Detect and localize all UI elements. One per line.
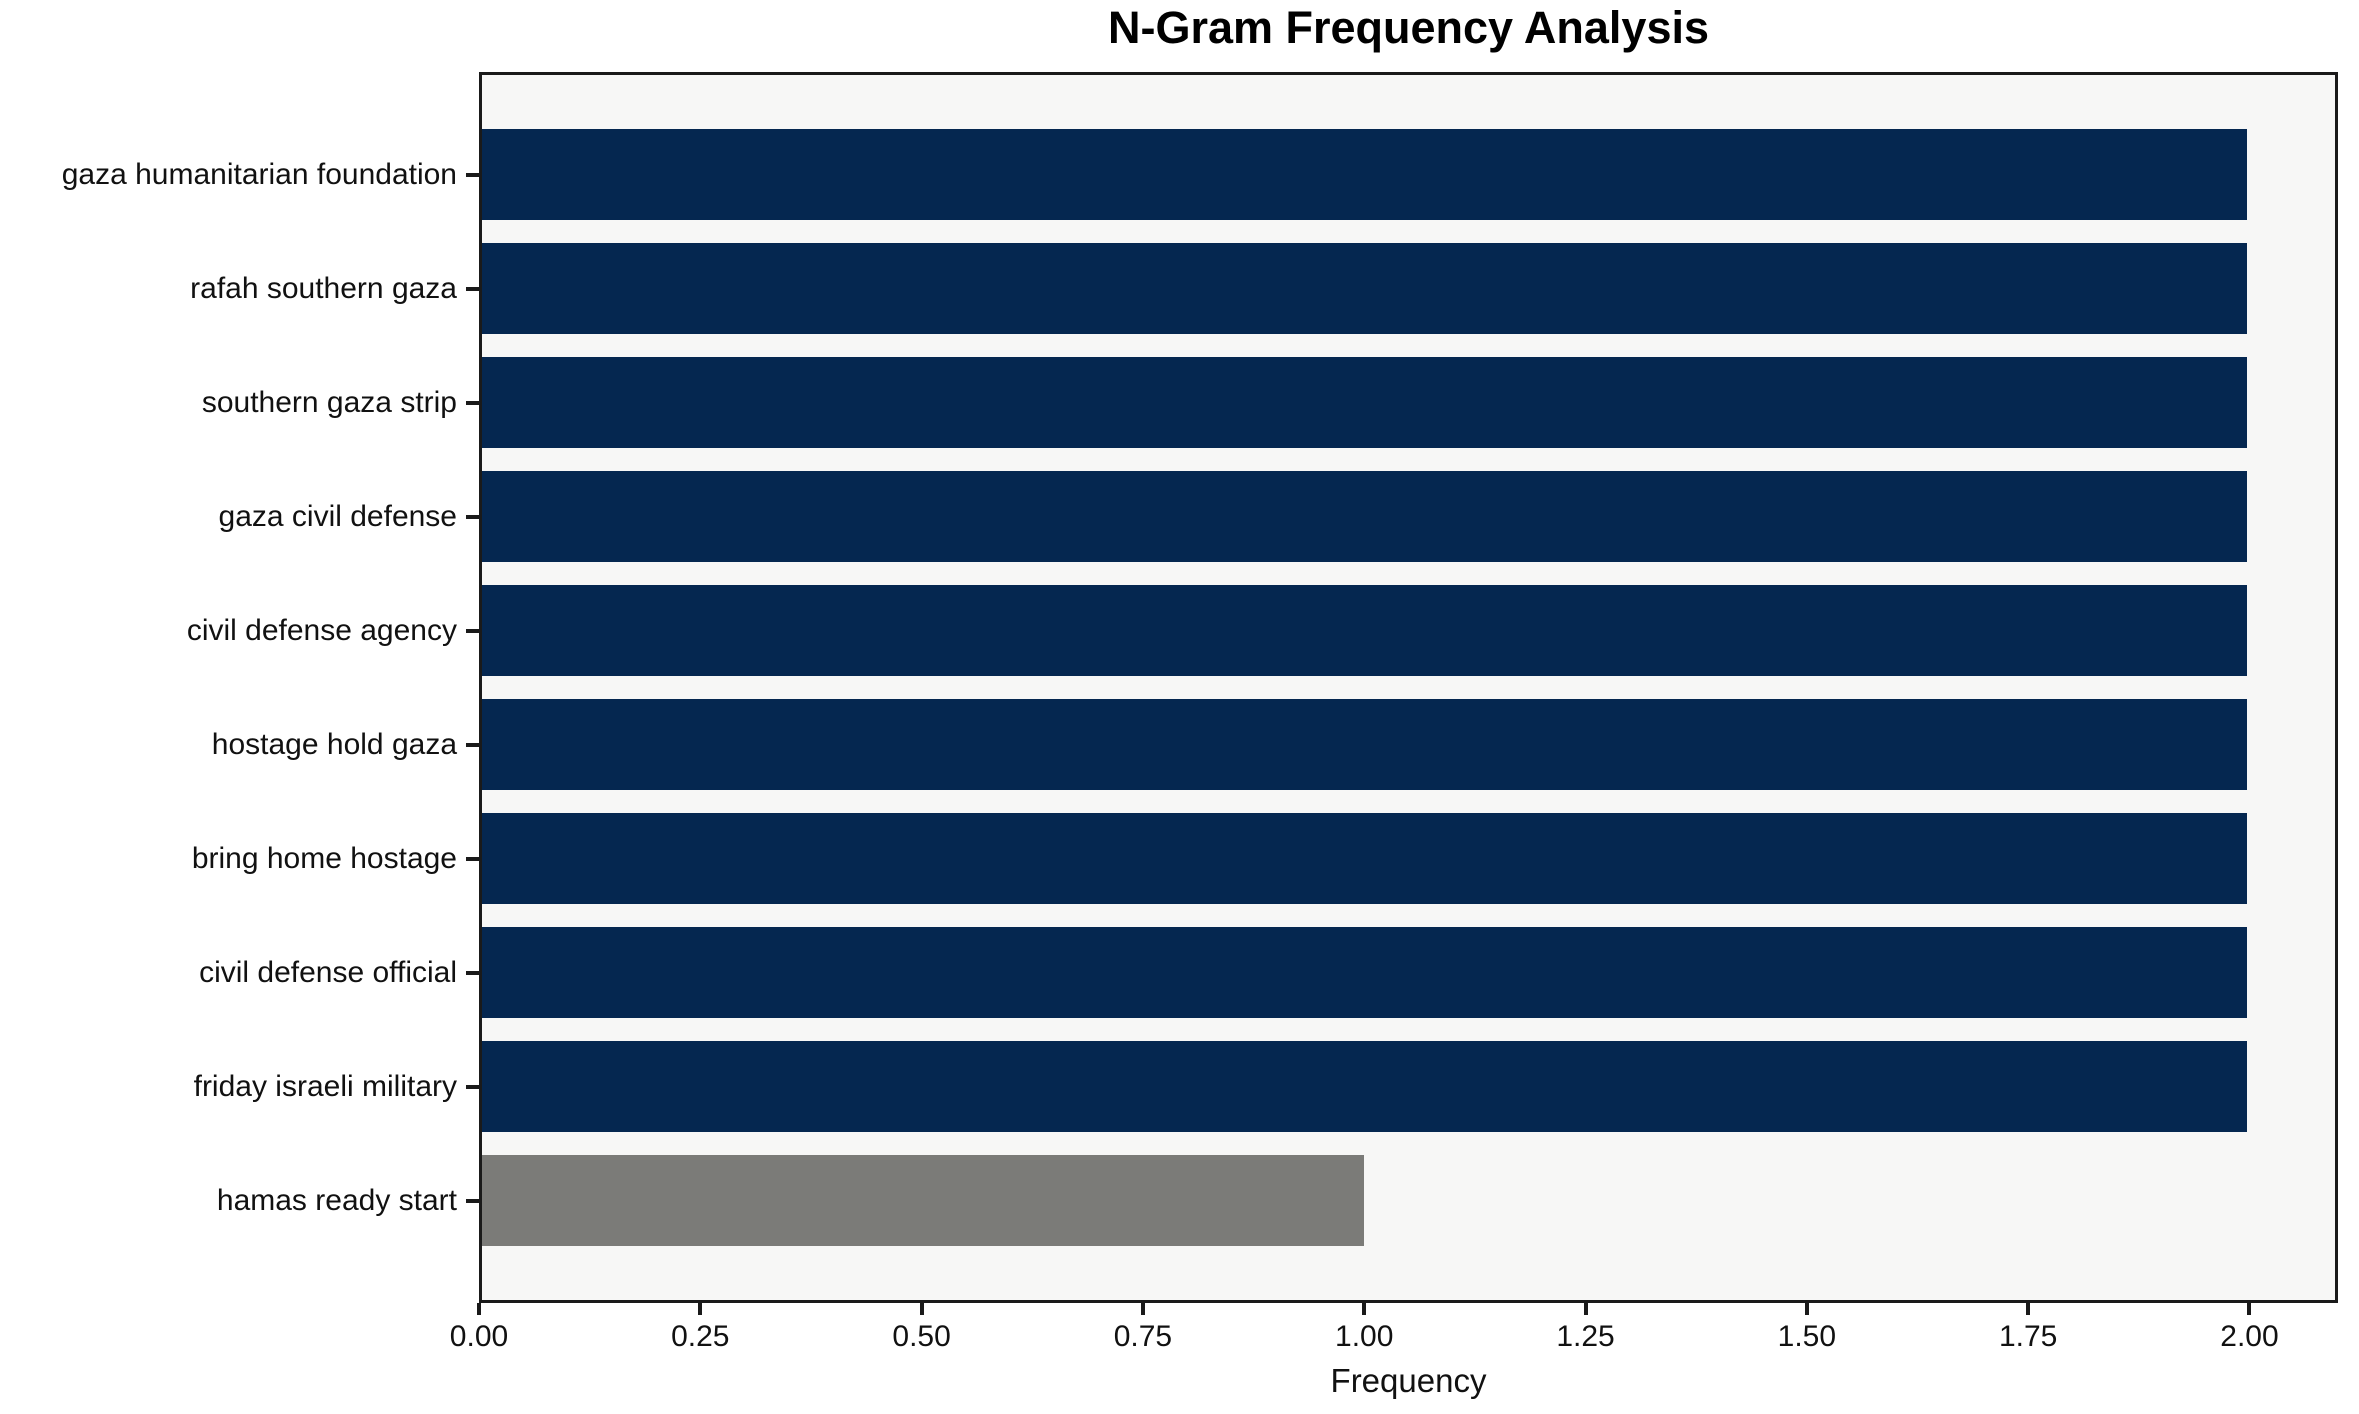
plot-area: gaza humanitarian foundation rafah southe…: [62, 72, 2338, 1303]
bar-row: bring home hostage: [192, 813, 2335, 904]
chart-title: N-Gram Frequency Analysis: [1107, 2, 1710, 53]
bar: [482, 243, 2247, 334]
bar: [482, 1041, 2247, 1132]
bar: [482, 699, 2247, 790]
y-tick-mark-icon: [466, 1199, 479, 1203]
x-tick-mark-icon: [698, 1303, 703, 1315]
bar-row: rafah southern gaza: [190, 243, 2335, 334]
x-tick-label: 1.25: [1556, 1320, 1615, 1353]
y-tick-label: civil defense official: [199, 956, 457, 989]
x-tick-mark-icon: [1804, 1303, 1809, 1315]
y-tick-label: friday israeli military: [193, 1070, 457, 1103]
bar-row: gaza humanitarian foundation: [62, 129, 2335, 220]
x-tick-mark-icon: [1362, 1303, 1367, 1315]
y-tick-label: hostage hold gaza: [211, 728, 457, 761]
bar-row: southern gaza strip: [202, 357, 2335, 448]
bar-row: civil defense agency: [187, 585, 2335, 676]
y-tick-label: gaza civil defense: [218, 500, 457, 533]
x-tick-label: 0.75: [1113, 1320, 1173, 1353]
bar: [482, 813, 2247, 904]
bar: [482, 357, 2247, 448]
y-tick-mark-icon: [466, 173, 479, 177]
y-tick-label: civil defense agency: [186, 614, 457, 647]
y-tick-mark-icon: [466, 287, 479, 291]
bar-row: hostage hold gaza: [212, 699, 2335, 790]
y-tick-label: bring home hostage: [191, 842, 457, 875]
y-tick-mark-icon: [466, 743, 479, 747]
x-tick-label: 0.00: [449, 1320, 509, 1353]
x-axis-label: Frequency: [1330, 1362, 1487, 1399]
y-tick-mark-icon: [466, 515, 479, 519]
x-tick-mark-icon: [2247, 1303, 2252, 1315]
y-tick-label: gaza humanitarian foundation: [61, 158, 457, 191]
bar: [482, 471, 2247, 562]
y-tick-mark-icon: [466, 971, 479, 975]
bar-row: friday israeli military: [194, 1041, 2335, 1132]
bar-row: civil defense official: [199, 927, 2335, 1018]
y-tick-mark-icon: [466, 857, 479, 861]
y-tick-mark-icon: [466, 629, 479, 633]
x-tick-label: 0.50: [892, 1320, 951, 1353]
y-tick-mark-icon: [466, 401, 479, 405]
y-tick-label: southern gaza strip: [201, 386, 457, 419]
y-tick-mark-icon: [466, 1085, 479, 1089]
bar-row: gaza civil defense: [219, 471, 2335, 562]
bar: [482, 129, 2247, 220]
x-tick-mark-icon: [477, 1303, 481, 1315]
x-axis: 0.00 0.25 0.50 0.75 1.00 1.25 1.50 1.75 2.00: [450, 1303, 2338, 1363]
y-tick-label: hamas ready start: [216, 1184, 457, 1217]
bar: [482, 927, 2247, 1018]
x-tick-label: 2.00: [2220, 1320, 2279, 1353]
bar: [482, 1155, 1365, 1246]
x-tick-label: 1.50: [1777, 1320, 1837, 1353]
x-tick-label: 1.00: [1335, 1320, 1394, 1353]
x-tick-mark-icon: [1140, 1303, 1145, 1315]
x-tick-label: 0.25: [671, 1320, 730, 1353]
x-tick-mark-icon: [919, 1303, 924, 1315]
y-tick-label: rafah southern gaza: [190, 272, 457, 305]
x-tick-mark-icon: [1583, 1303, 1588, 1315]
x-tick-mark-icon: [2026, 1303, 2031, 1315]
x-tick-label: 1.75: [1998, 1320, 2058, 1353]
bar-row: hamas ready start: [217, 1155, 2335, 1246]
bar: [482, 585, 2247, 676]
